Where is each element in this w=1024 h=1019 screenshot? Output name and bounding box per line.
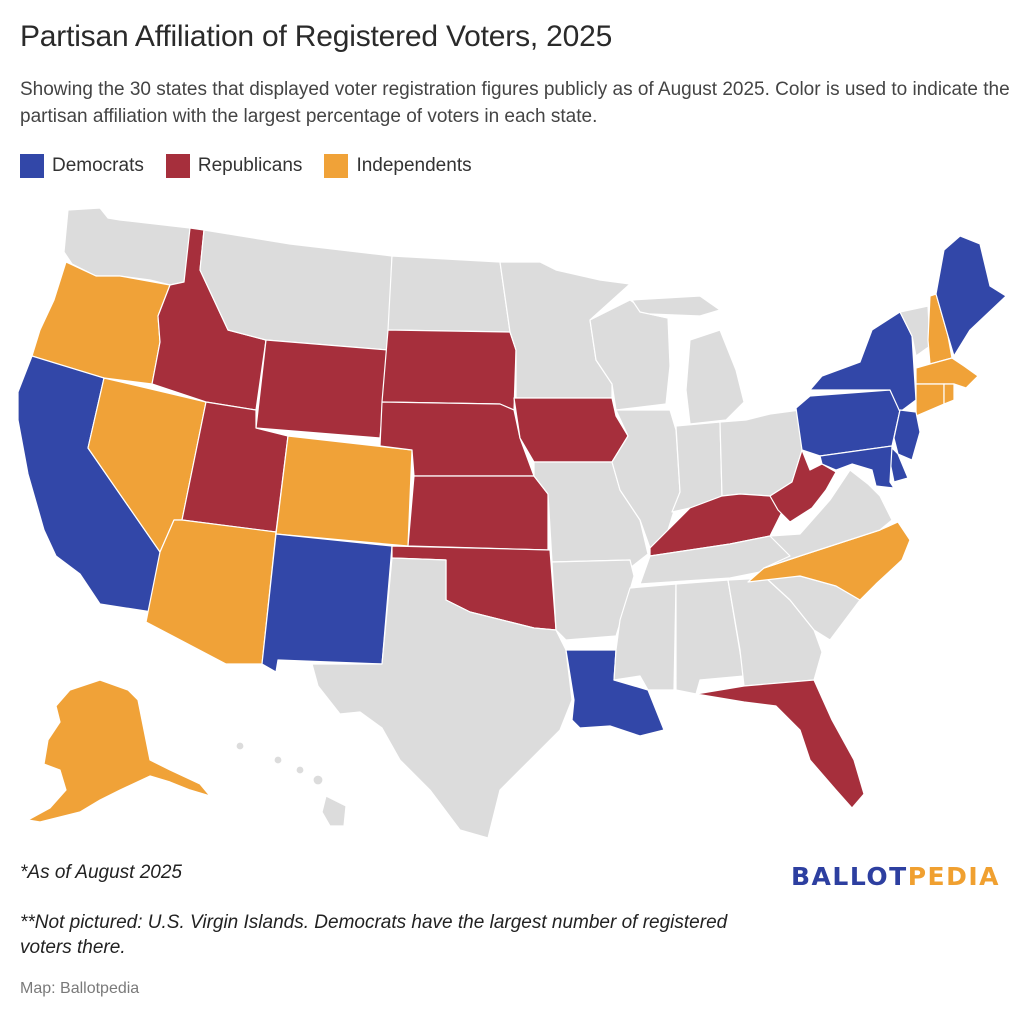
- ballotpedia-logo: BALLOTPEDIA: [791, 862, 1000, 891]
- state-AK: [27, 679, 211, 823]
- state-SD: [381, 329, 517, 411]
- legend-swatch-independents: [324, 154, 349, 178]
- state-HI-5: [321, 795, 347, 827]
- state-CT: [915, 383, 945, 417]
- state-CO: [275, 435, 413, 547]
- state-VA: [763, 469, 893, 569]
- state-NM: [261, 533, 393, 673]
- state-KY: [649, 493, 783, 557]
- logo-part-pedia: PEDIA: [907, 862, 1000, 891]
- state-WY: [255, 339, 389, 439]
- legend-label-independents: Independents: [356, 155, 472, 176]
- legend-label-democrats: Democrats: [52, 155, 144, 176]
- state-MI-lower: [685, 329, 745, 425]
- state-VT: [899, 305, 931, 357]
- state-NJ: [893, 409, 921, 461]
- us-map: [17, 207, 1007, 839]
- state-PA: [795, 389, 901, 457]
- state-ME: [935, 235, 1007, 357]
- state-HI-4: [312, 774, 324, 786]
- note-as-of: *As of August 2025: [20, 862, 182, 883]
- subtitle: Showing the 30 states that displayed vot…: [20, 79, 1010, 127]
- map-credit: Map: Ballotpedia: [20, 980, 140, 997]
- state-HI-1: [235, 741, 245, 751]
- legend-swatch-democrats: [20, 154, 44, 178]
- legend-item-democrats: Democrats: [20, 154, 144, 178]
- legend-swatch-republicans: [165, 154, 190, 178]
- state-IA: [513, 397, 629, 463]
- legend-item-republicans: Republicans: [165, 154, 303, 178]
- state-HI-group: [235, 741, 347, 827]
- state-ND: [387, 255, 511, 333]
- state-TX: [311, 557, 573, 839]
- state-MS: [613, 583, 677, 691]
- state-HI-2: [273, 755, 283, 765]
- state-KS: [407, 475, 549, 551]
- legend-item-independents: Independents: [324, 154, 472, 178]
- logo-part-ballot: BALLOT: [791, 862, 908, 891]
- legend: Democrats Republicans Independents: [20, 154, 472, 178]
- state-HI-3: [295, 765, 305, 775]
- state-RI: [943, 383, 955, 405]
- state-FL: [695, 679, 865, 809]
- page-title: Partisan Affiliation of Registered Voter…: [20, 20, 613, 53]
- state-WV: [769, 449, 837, 523]
- state-MD: [819, 445, 895, 489]
- state-MI: [631, 295, 721, 319]
- legend-label-republicans: Republicans: [197, 155, 303, 176]
- note-not-pictured: **Not pictured: U.S. Virgin Islands. Dem…: [20, 912, 728, 958]
- state-AZ: [145, 519, 277, 665]
